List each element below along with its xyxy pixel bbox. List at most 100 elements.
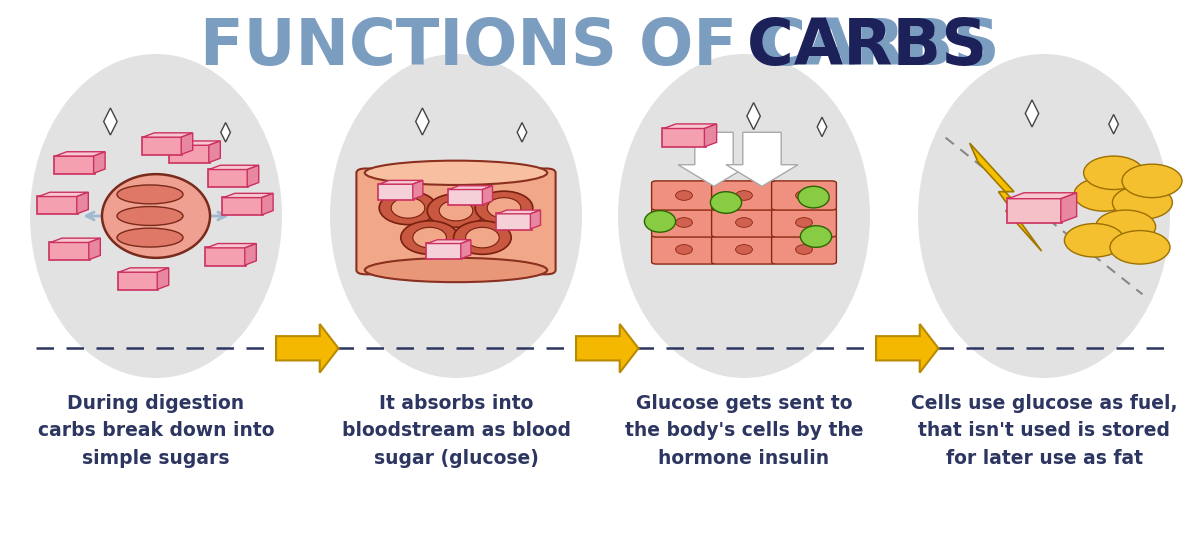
Ellipse shape (800, 226, 832, 247)
FancyBboxPatch shape (712, 208, 776, 237)
Polygon shape (209, 141, 221, 163)
Polygon shape (427, 240, 470, 244)
Ellipse shape (644, 211, 676, 232)
FancyBboxPatch shape (222, 197, 263, 215)
Ellipse shape (1074, 178, 1134, 211)
Ellipse shape (118, 185, 182, 204)
Ellipse shape (30, 54, 282, 378)
Polygon shape (497, 210, 540, 214)
Ellipse shape (736, 245, 752, 254)
Polygon shape (170, 141, 221, 145)
FancyBboxPatch shape (1007, 198, 1062, 223)
Ellipse shape (102, 174, 210, 258)
Text: It absorbs into
bloodstream as blood
sugar (glucose): It absorbs into bloodstream as blood sug… (342, 394, 570, 468)
Ellipse shape (391, 198, 425, 218)
Text: FUNCTIONS OF CARBS: FUNCTIONS OF CARBS (200, 16, 1000, 78)
Polygon shape (704, 124, 716, 147)
Ellipse shape (439, 200, 473, 221)
Polygon shape (50, 238, 101, 242)
Ellipse shape (798, 186, 829, 208)
Polygon shape (245, 244, 257, 265)
Polygon shape (449, 186, 492, 190)
Ellipse shape (676, 245, 692, 254)
Ellipse shape (796, 218, 812, 227)
Polygon shape (461, 240, 470, 259)
Polygon shape (223, 193, 274, 198)
Polygon shape (415, 108, 430, 135)
Polygon shape (379, 180, 422, 184)
Ellipse shape (736, 218, 752, 227)
Ellipse shape (454, 221, 511, 254)
Polygon shape (181, 133, 193, 154)
Polygon shape (517, 123, 527, 142)
FancyBboxPatch shape (356, 168, 556, 274)
FancyBboxPatch shape (772, 181, 836, 210)
FancyBboxPatch shape (118, 272, 158, 290)
Polygon shape (262, 193, 274, 215)
Polygon shape (1008, 193, 1076, 199)
FancyBboxPatch shape (652, 181, 716, 210)
Ellipse shape (618, 54, 870, 378)
FancyBboxPatch shape (772, 208, 836, 237)
Ellipse shape (1122, 164, 1182, 198)
Polygon shape (221, 123, 230, 142)
Ellipse shape (918, 54, 1170, 378)
Polygon shape (746, 103, 761, 130)
FancyBboxPatch shape (712, 181, 776, 210)
Ellipse shape (1084, 156, 1144, 190)
FancyBboxPatch shape (37, 196, 78, 214)
Polygon shape (1025, 100, 1039, 127)
Polygon shape (276, 324, 338, 373)
FancyBboxPatch shape (378, 184, 414, 200)
FancyBboxPatch shape (426, 243, 462, 259)
Polygon shape (678, 132, 750, 186)
FancyBboxPatch shape (712, 235, 776, 264)
Polygon shape (482, 186, 492, 205)
Ellipse shape (475, 191, 533, 225)
Ellipse shape (427, 194, 485, 227)
Ellipse shape (487, 198, 521, 218)
Ellipse shape (736, 191, 752, 200)
FancyBboxPatch shape (208, 169, 248, 187)
Text: CARBS: CARBS (212, 16, 988, 78)
FancyBboxPatch shape (662, 128, 706, 147)
Ellipse shape (365, 161, 547, 185)
Polygon shape (143, 133, 193, 137)
Ellipse shape (401, 221, 458, 254)
Polygon shape (413, 180, 422, 199)
Ellipse shape (118, 228, 182, 247)
FancyBboxPatch shape (142, 137, 182, 155)
Polygon shape (970, 143, 1042, 251)
Polygon shape (55, 152, 106, 156)
Ellipse shape (365, 258, 547, 282)
Polygon shape (103, 108, 118, 135)
Ellipse shape (796, 191, 812, 200)
Ellipse shape (676, 218, 692, 227)
Text: During digestion
carbs break down into
simple sugars: During digestion carbs break down into s… (37, 394, 275, 468)
Polygon shape (1061, 193, 1076, 222)
Polygon shape (576, 324, 638, 373)
Text: Cells use glucose as fuel,
that isn't used is stored
for later use as fat: Cells use glucose as fuel, that isn't us… (911, 394, 1177, 468)
Polygon shape (726, 132, 798, 186)
Ellipse shape (1064, 224, 1124, 257)
Polygon shape (206, 244, 257, 248)
Text: Glucose gets sent to
the body's cells by the
hormone insulin: Glucose gets sent to the body's cells by… (625, 394, 863, 468)
FancyBboxPatch shape (496, 213, 532, 230)
FancyBboxPatch shape (169, 145, 210, 163)
Ellipse shape (796, 245, 812, 254)
FancyBboxPatch shape (772, 235, 836, 264)
Ellipse shape (330, 54, 582, 378)
FancyBboxPatch shape (652, 208, 716, 237)
Ellipse shape (118, 206, 182, 226)
FancyBboxPatch shape (652, 235, 716, 264)
Polygon shape (209, 165, 259, 170)
Ellipse shape (1112, 186, 1172, 219)
Ellipse shape (1110, 231, 1170, 264)
Polygon shape (38, 192, 89, 197)
Ellipse shape (710, 192, 742, 213)
Polygon shape (94, 152, 106, 173)
Polygon shape (1109, 114, 1118, 134)
Ellipse shape (1096, 210, 1156, 244)
FancyBboxPatch shape (49, 242, 90, 260)
Polygon shape (817, 117, 827, 137)
